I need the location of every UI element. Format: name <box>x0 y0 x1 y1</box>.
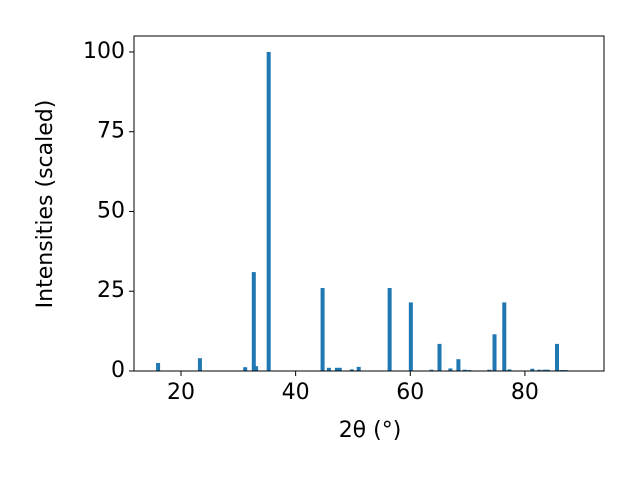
bar <box>387 288 392 371</box>
bar <box>448 368 453 371</box>
bar <box>266 51 271 371</box>
y-tick-label: 0 <box>111 358 125 383</box>
bar <box>492 334 497 371</box>
bar <box>320 288 325 371</box>
bar <box>243 367 248 371</box>
bar <box>507 369 512 371</box>
bar <box>337 367 342 371</box>
y-tick-label: 25 <box>97 278 125 303</box>
y-tick-label: 100 <box>83 39 125 64</box>
bar <box>334 367 339 371</box>
bar <box>462 369 467 371</box>
x-tick-label: 40 <box>282 380 310 405</box>
bar <box>254 366 259 371</box>
bar <box>197 358 202 371</box>
bar <box>251 272 256 371</box>
bar <box>502 302 507 371</box>
y-axis-label: Intensities (scaled) <box>33 100 58 309</box>
bar <box>530 368 535 371</box>
bar <box>156 363 161 371</box>
bar <box>429 369 434 371</box>
bar <box>326 367 331 371</box>
x-tick-label: 60 <box>396 380 424 405</box>
y-tick-label: 50 <box>97 198 125 223</box>
bar <box>356 366 361 371</box>
x-tick-label: 80 <box>511 380 539 405</box>
bar <box>545 369 550 371</box>
bar <box>554 343 560 371</box>
bar <box>437 343 442 371</box>
bar <box>537 369 542 371</box>
plot-frame <box>133 35 605 372</box>
x-tick-label: 20 <box>167 380 195 405</box>
x-axis-label: 2θ (°) <box>339 418 402 443</box>
bar <box>542 369 547 371</box>
bar <box>456 359 461 371</box>
bar <box>408 302 413 371</box>
bar <box>349 369 354 371</box>
y-tick-label: 75 <box>97 119 125 144</box>
bar <box>487 369 492 371</box>
